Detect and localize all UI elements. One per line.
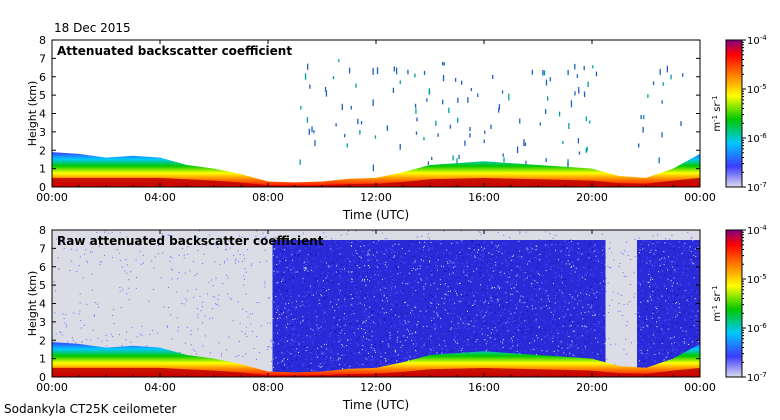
y-tick-label: 6 <box>39 71 46 84</box>
high-noise-period-2 <box>637 240 700 377</box>
boundary-layer <box>52 342 700 377</box>
y-tick-label: 0 <box>39 371 46 384</box>
date-label: 18 Dec 2015 <box>54 21 131 35</box>
colorbar-tick-label: 10-6 <box>747 132 767 145</box>
x-tick-label: 00:00 <box>36 191 68 204</box>
x-axis-label: Time (UTC) <box>342 208 409 222</box>
x-tick-label: 00:00 <box>36 381 68 394</box>
y-tick-label: 5 <box>39 89 46 102</box>
colorbar-tick-label: 10-7 <box>747 181 767 194</box>
y-axis-label: Height (km) <box>26 271 39 337</box>
panel-title: Raw attenuated backscatter coefficient <box>57 234 324 248</box>
colorbar-1: 10-4 10-5 10-6 10-7 m-1 sr-1 <box>711 34 767 194</box>
colorbar-2: 10-4 10-5 10-6 10-7 m-1 sr-1 <box>711 224 767 384</box>
colorbar-tick-label: 10-5 <box>747 273 767 286</box>
boundary-layer <box>52 152 700 187</box>
x-tick-label: 00:00 <box>684 381 716 394</box>
cloud-streaks <box>299 59 684 172</box>
y-tick-label: 1 <box>39 353 46 366</box>
x-tick-label: 00:00 <box>684 191 716 204</box>
y-tick-label: 2 <box>39 144 46 157</box>
y-tick-label: 4 <box>39 108 46 121</box>
x-tick-label: 20:00 <box>576 381 608 394</box>
heatmap-panel-2: Raw attenuated backscatter coefficient 0 1… <box>26 224 716 412</box>
x-tick-label: 16:00 <box>468 381 500 394</box>
colorbar-scale <box>725 39 743 188</box>
instrument-label: Sodankyla CT25K ceilometer <box>4 402 177 416</box>
colorbar-tick-label: 10-7 <box>747 371 767 384</box>
x-tick-label: 04:00 <box>144 381 176 394</box>
colorbar-tick-label: 10-4 <box>747 224 767 237</box>
surface-layer <box>52 177 700 187</box>
panel-title: Attenuated backscatter coefficient <box>57 44 292 58</box>
y-tick-label: 8 <box>39 224 46 237</box>
colorbar-tick-label: 10-6 <box>747 322 767 335</box>
heatmap-panel-1: Attenuated backscatter coefficient 0 1 2 3 4 5… <box>26 34 716 222</box>
surface-layer <box>52 367 700 377</box>
colorbar-tick-label: 10-4 <box>747 34 767 47</box>
y-tick-label: 1 <box>39 163 46 176</box>
y-tick-label: 3 <box>39 316 46 329</box>
x-tick-label: 12:00 <box>360 381 392 394</box>
x-axis-label: Time (UTC) <box>342 398 409 412</box>
x-tick-label: 16:00 <box>468 191 500 204</box>
x-tick-label: 12:00 <box>360 191 392 204</box>
y-axis-label: Height (km) <box>26 81 39 147</box>
x-tick-label: 20:00 <box>576 191 608 204</box>
y-tick-label: 7 <box>39 242 46 255</box>
high-noise-period-1 <box>272 240 607 377</box>
y-tick-label: 6 <box>39 261 46 274</box>
colorbar-scale <box>725 229 743 378</box>
y-tick-label: 2 <box>39 334 46 347</box>
colorbar-unit-label: m-1 sr-1 <box>711 285 723 321</box>
x-tick-label: 08:00 <box>252 191 284 204</box>
y-tick-label: 8 <box>39 34 46 47</box>
y-tick-label: 3 <box>39 126 46 139</box>
colorbar-tick-label: 10-5 <box>747 83 767 96</box>
x-tick-label: 04:00 <box>144 191 176 204</box>
y-tick-label: 7 <box>39 52 46 65</box>
x-tick-label: 08:00 <box>252 381 284 394</box>
y-tick-label: 5 <box>39 279 46 292</box>
y-tick-label: 4 <box>39 298 46 311</box>
colorbar-unit-label: m-1 sr-1 <box>711 95 723 131</box>
y-tick-label: 0 <box>39 181 46 194</box>
